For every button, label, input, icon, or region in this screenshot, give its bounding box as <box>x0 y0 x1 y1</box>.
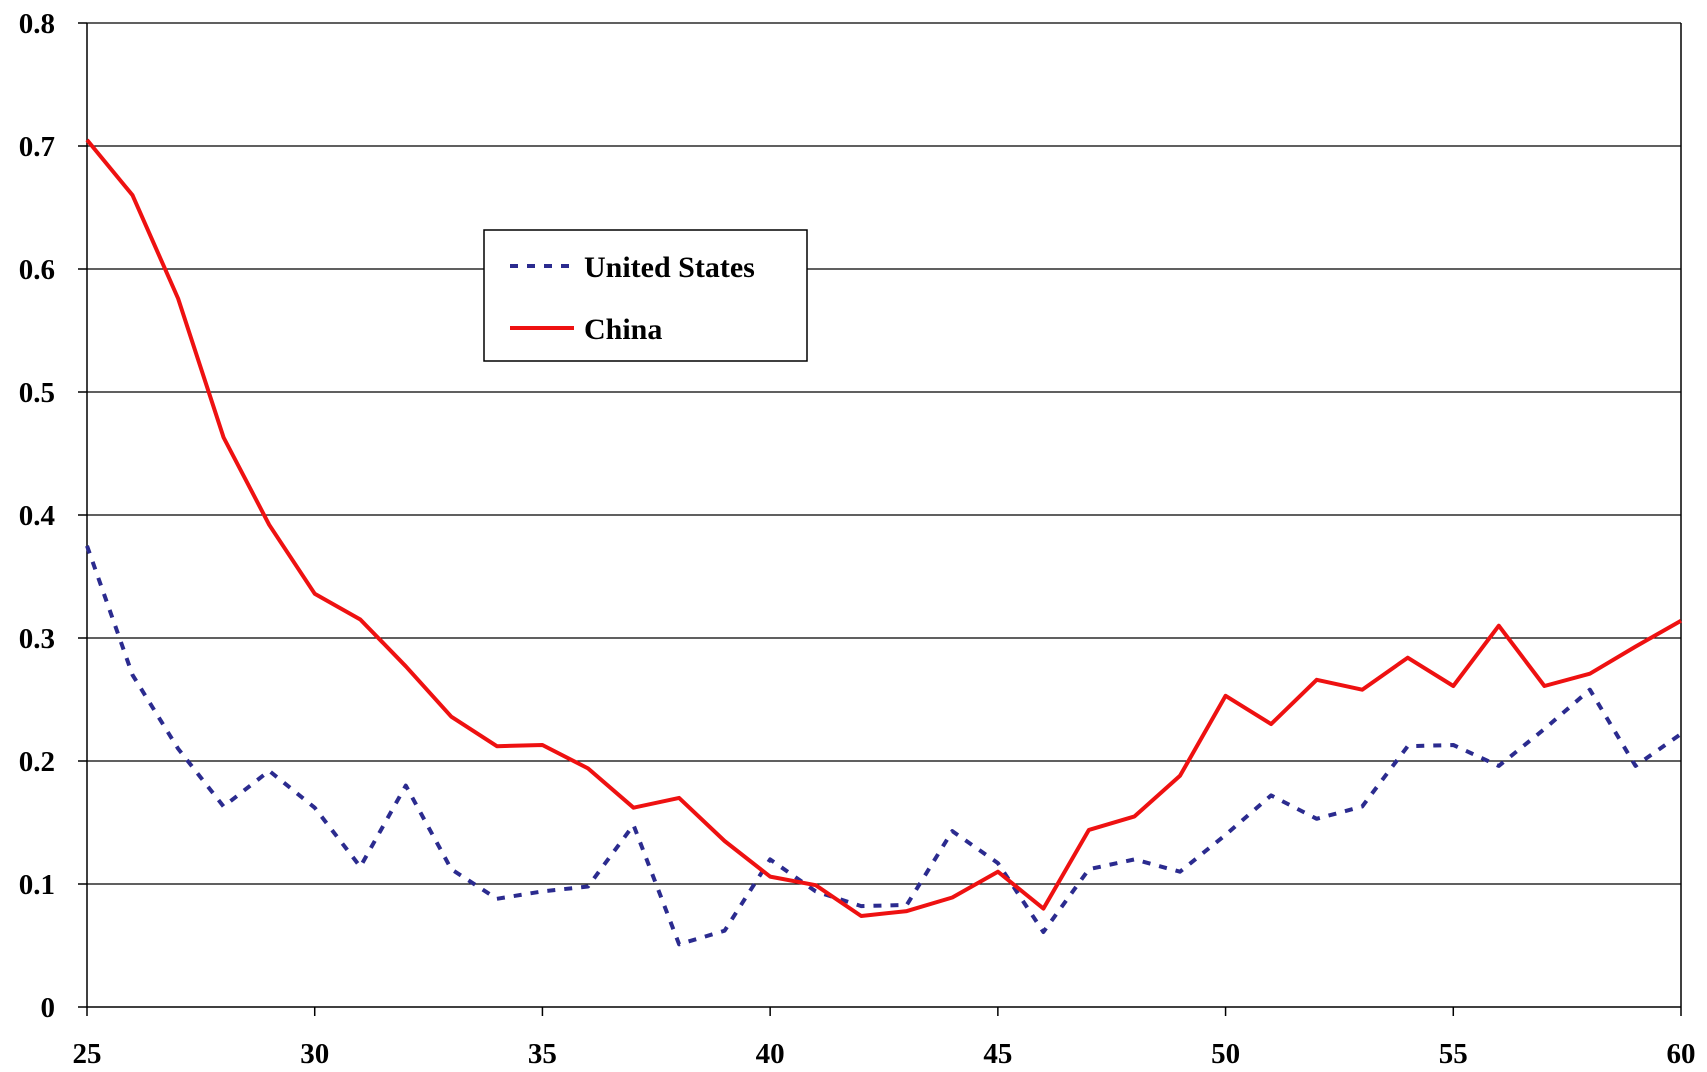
y-tick-label: 0.8 <box>19 8 55 40</box>
x-tick-label: 35 <box>528 1038 557 1070</box>
axes <box>78 22 1682 1016</box>
y-tick-label: 0.4 <box>19 500 55 532</box>
legend-label-china: China <box>584 313 662 346</box>
legend-label-united-states: United States <box>584 251 755 284</box>
y-tick-label: 0.5 <box>19 377 55 409</box>
y-tick-labels: 0 0.1 0.2 0.3 0.4 0.5 0.6 0.7 0.8 <box>19 8 55 1024</box>
y-tick-label: 0.7 <box>19 131 55 163</box>
series-line-china <box>85 138 1682 918</box>
y-tick-label: 0.6 <box>19 254 55 286</box>
x-tick-label: 25 <box>73 1038 102 1070</box>
x-tick-label: 45 <box>983 1038 1012 1070</box>
x-tick-label: 55 <box>1439 1038 1468 1070</box>
legend: United States China <box>483 229 808 362</box>
x-tick-labels: 25 30 35 40 45 50 55 60 <box>73 1038 1696 1070</box>
x-tick-label: 40 <box>756 1038 785 1070</box>
y-tick-label: 0.3 <box>19 623 55 655</box>
y-tick-label: 0.2 <box>19 746 55 778</box>
x-tick-label: 30 <box>300 1038 329 1070</box>
y-tick-label: 0 <box>41 992 56 1024</box>
y-tick-label: 0.1 <box>19 869 55 901</box>
x-tick-label: 60 <box>1667 1038 1696 1070</box>
series-lines <box>85 138 1683 947</box>
legend-box <box>483 229 808 362</box>
grid-lines <box>87 22 1681 885</box>
x-tick-label: 50 <box>1211 1038 1240 1070</box>
